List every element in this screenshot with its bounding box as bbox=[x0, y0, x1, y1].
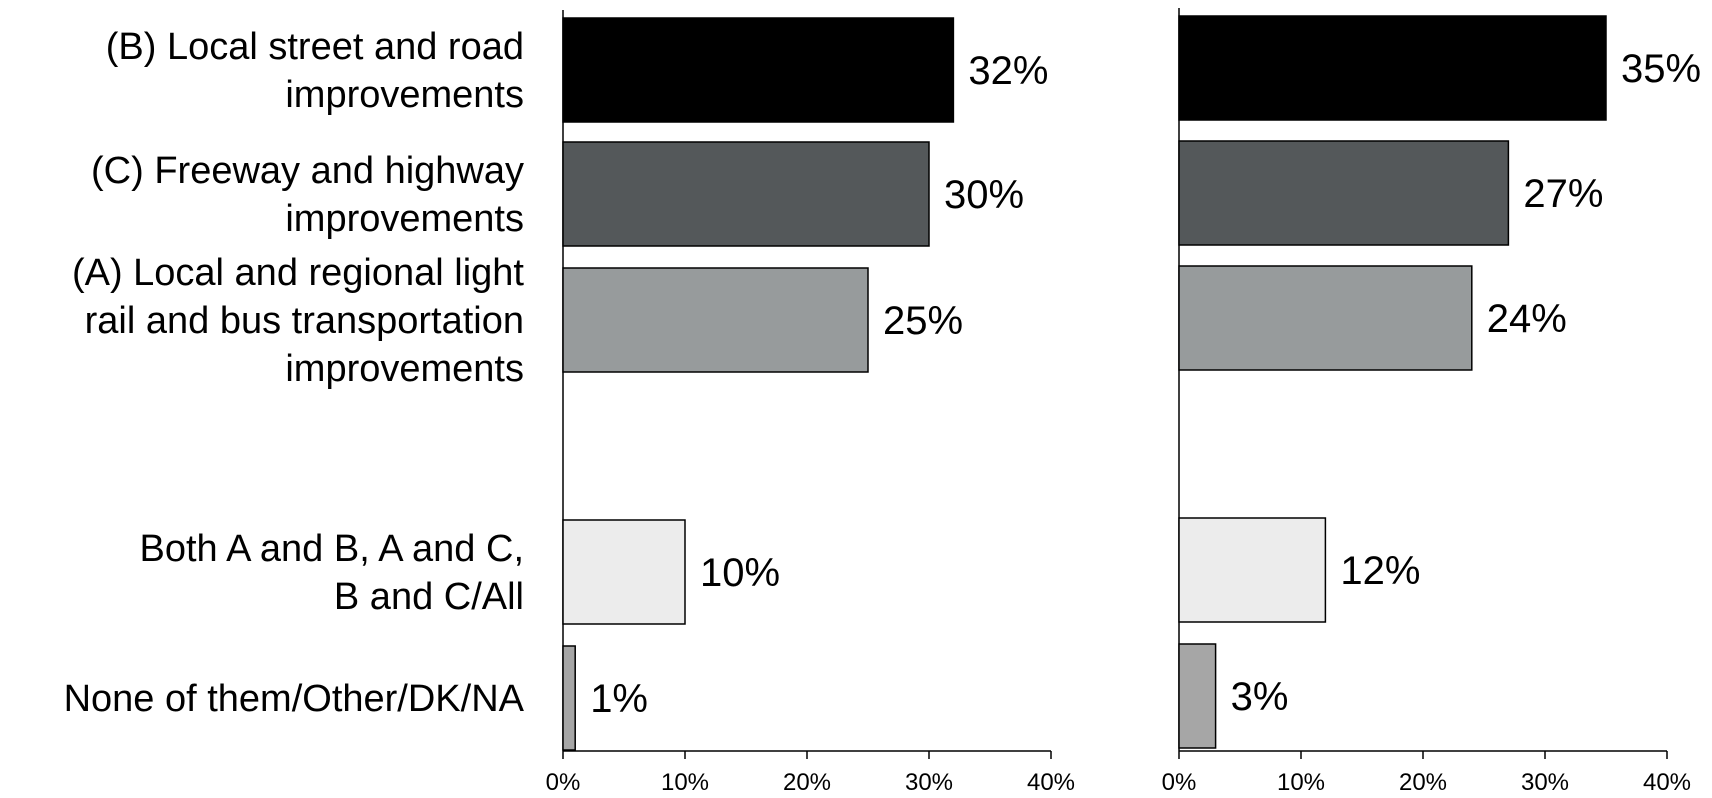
bar bbox=[562, 267, 869, 373]
category-label: (A) Local and regional light bbox=[72, 252, 524, 294]
x-tick-label: 0% bbox=[1162, 769, 1197, 796]
bar bbox=[1178, 15, 1607, 121]
value-label: 25% bbox=[883, 299, 963, 343]
x-tick-label: 30% bbox=[905, 769, 953, 796]
bar bbox=[1178, 140, 1510, 246]
value-label: 24% bbox=[1487, 297, 1567, 341]
bar bbox=[562, 645, 576, 751]
category-label: None of them/Other/DK/NA bbox=[64, 678, 525, 720]
x-tick-label: 0% bbox=[546, 769, 581, 796]
category-label: B and C/All bbox=[334, 576, 524, 618]
x-tick-label: 20% bbox=[1399, 769, 1447, 796]
x-tick-label: 10% bbox=[1277, 769, 1325, 796]
value-label: 35% bbox=[1621, 47, 1701, 91]
category-label: improvements bbox=[285, 348, 524, 390]
x-tick-label: 40% bbox=[1643, 769, 1691, 796]
bar bbox=[562, 519, 686, 625]
value-label: 3% bbox=[1231, 675, 1289, 719]
bar bbox=[562, 141, 930, 247]
bar bbox=[1178, 517, 1327, 623]
category-label: (C) Freeway and highway bbox=[91, 150, 524, 192]
x-tick-label: 30% bbox=[1521, 769, 1569, 796]
value-label: 10% bbox=[700, 551, 780, 595]
value-label: 12% bbox=[1340, 549, 1420, 593]
category-label: improvements bbox=[285, 74, 524, 116]
bar bbox=[562, 17, 955, 123]
value-label: 30% bbox=[944, 173, 1024, 217]
bar bbox=[1178, 643, 1217, 749]
category-label: rail and bus transportation bbox=[85, 300, 524, 342]
value-label: 32% bbox=[968, 49, 1048, 93]
x-tick-label: 20% bbox=[783, 769, 831, 796]
value-label: 1% bbox=[590, 677, 648, 721]
bar bbox=[1178, 265, 1473, 371]
category-label: (B) Local street and road bbox=[106, 26, 524, 68]
value-label: 27% bbox=[1523, 172, 1603, 216]
x-tick-label: 40% bbox=[1027, 769, 1075, 796]
category-label: Both A and B, A and C, bbox=[139, 528, 524, 570]
category-label: improvements bbox=[285, 198, 524, 240]
x-tick-label: 10% bbox=[661, 769, 709, 796]
